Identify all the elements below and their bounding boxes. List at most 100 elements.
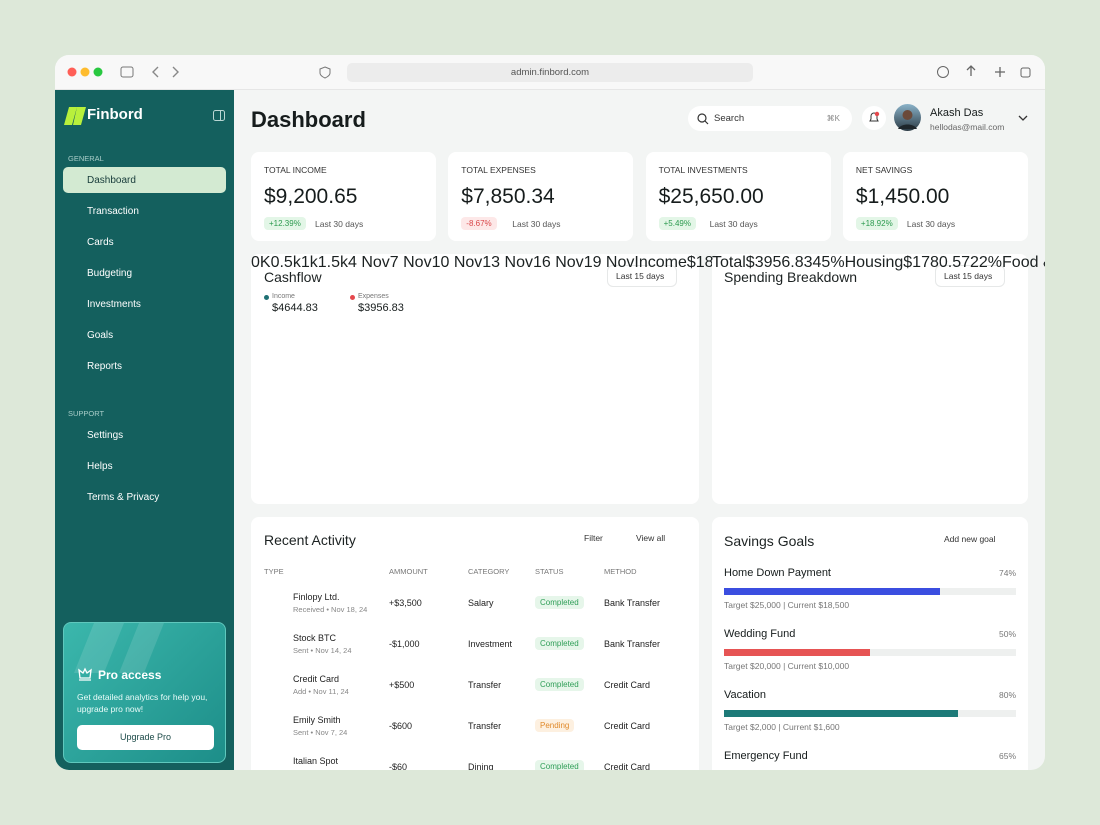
goal-detail: Target $2,000 | Current $1,600 [724, 722, 840, 732]
period-select[interactable]: Last 15 days [607, 265, 678, 287]
row-name: Finlopy Ltd. [293, 592, 340, 602]
row-name: Credit Card [293, 674, 340, 684]
add-goal-label: Add new goal [944, 534, 996, 544]
pro-title: Pro access [98, 668, 162, 682]
goal-bar [724, 649, 870, 656]
column-header: CATEGORY [468, 567, 510, 576]
card-title: Recent Activity [264, 532, 356, 548]
stat-change: +5.49% [658, 217, 696, 230]
upgrade-button[interactable]: Upgrade Pro [77, 725, 214, 750]
row-category: Transfer [468, 680, 502, 690]
column-header: TYPE [264, 567, 284, 576]
nav-item[interactable]: Settings [63, 422, 226, 448]
legend-category: Housing [844, 254, 904, 271]
user-menu-chevron[interactable] [1018, 114, 1028, 122]
stat-value: $7,850.34 [461, 185, 555, 208]
legend-percent: 45% [812, 254, 845, 271]
section-label: SUPPORT [68, 409, 105, 418]
close-dot[interactable] [67, 67, 77, 77]
stat-period-label: Last 30 days [315, 219, 364, 229]
row-method: Bank Transfer [604, 598, 661, 608]
stat-period[interactable]: Last 30 days [710, 219, 762, 229]
collapse-icon[interactable] [213, 110, 225, 121]
download-icon[interactable] [937, 66, 949, 78]
notification-bell[interactable] [862, 106, 886, 130]
savings-card: Savings Goals Add new goal Home Down Payme… [712, 517, 1028, 770]
toolbar-actions[interactable] [966, 65, 1005, 77]
row-status: Completed [535, 678, 584, 691]
avatar[interactable] [894, 104, 921, 131]
nav-item[interactable]: Investments [63, 291, 226, 317]
nav-item[interactable]: Goals [63, 322, 226, 348]
goal-name: Wedding Fund [724, 628, 796, 640]
legend-percent: 22% [970, 254, 1003, 271]
nav-label: Goals [87, 330, 114, 341]
pro-decoration [74, 623, 164, 673]
stat-value: $9,200.65 [264, 185, 358, 208]
goal-track [724, 649, 1016, 656]
stat-period[interactable]: Last 30 days [512, 219, 564, 229]
add-goal-button[interactable]: Add new goal [932, 529, 1004, 549]
column-header: AMMOUNT [389, 567, 428, 576]
filter-label: Filter [584, 533, 603, 543]
legend-total: $3956.83 [358, 302, 404, 314]
nav-item[interactable]: Helps [63, 453, 226, 479]
nav-item[interactable]: Budgeting [63, 260, 226, 286]
nav-item[interactable]: Reports [63, 353, 226, 379]
row-method: Credit Card [604, 680, 651, 690]
row-method: Bank Transfer [604, 639, 661, 649]
nav-arrows[interactable] [152, 66, 179, 78]
x-tick-label: 19 Nov [583, 254, 635, 271]
nav-label: Transaction [87, 206, 139, 217]
legend-entry: 45%Housing [813, 254, 904, 271]
goal-percent: 50% [998, 629, 1016, 639]
section-label: GENERAL [68, 154, 104, 163]
row-amount: -$60 [389, 762, 408, 770]
period-select[interactable]: Last 15 days [935, 265, 1006, 287]
nav-item[interactable]: Cards [63, 229, 226, 255]
row-detail: Sent • Nov 14, 24 [293, 646, 352, 655]
stat-period[interactable]: Last 30 days [315, 219, 367, 229]
sidebar-toggle[interactable] [120, 66, 134, 78]
search-box[interactable]: Search ⌘K [688, 106, 852, 131]
filter-button[interactable]: Filter [572, 528, 611, 548]
nav-item[interactable]: Dashboard [63, 167, 226, 193]
nav-label: Terms & Privacy [87, 492, 160, 503]
pro-card: Pro access Get detailed analytics for he… [63, 622, 226, 763]
pro-text: Get detailed analytics for help you, upg… [77, 692, 208, 714]
x-tick-label: 4 Nov [347, 254, 390, 271]
search-icon [697, 113, 709, 125]
column-header: STATUS [535, 567, 564, 576]
view-all-label: View all [636, 533, 666, 543]
legend-name: Expenses [358, 293, 389, 300]
row-status: Completed [535, 760, 584, 770]
view-all-button[interactable]: View all [628, 528, 678, 548]
nav-item[interactable]: Terms & Privacy [63, 484, 226, 510]
nav-item[interactable]: Transaction [63, 198, 226, 224]
pro-icon [78, 667, 92, 681]
nav-label: Helps [87, 461, 113, 472]
user-name: Akash Das [930, 107, 984, 119]
minimize-dot[interactable] [80, 67, 90, 77]
zoom-dot[interactable] [93, 67, 103, 77]
goal-name: Vacation [724, 689, 766, 701]
row-detail: Received • Nov 18, 24 [293, 605, 368, 614]
stat-card: TOTAL INVESTMENTS $25,650.00 +5.49% Last 30… [645, 152, 831, 241]
address-bar[interactable] [347, 63, 753, 82]
goal-detail: Target $20,000 | Current $10,000 [724, 661, 850, 671]
shield-icon [319, 66, 331, 79]
y-tick-label: 1k [300, 254, 318, 271]
row-amount: -$600 [389, 721, 413, 731]
donut-center-label: Total [712, 254, 746, 271]
row-status: Completed [535, 637, 584, 650]
stat-label: NET SAVINGS [855, 165, 913, 175]
tabs-icon[interactable] [1020, 67, 1031, 78]
page-title: Dashboard [251, 107, 366, 132]
row-name: Italian Spot [293, 756, 339, 766]
row-category: Transfer [468, 721, 502, 731]
stat-value: $25,650.00 [658, 185, 764, 208]
nav-label: Cards [87, 237, 114, 248]
logo-mark [64, 107, 86, 125]
stat-period[interactable]: Last 30 days [907, 219, 959, 229]
tooltip-name: Income [634, 254, 687, 271]
